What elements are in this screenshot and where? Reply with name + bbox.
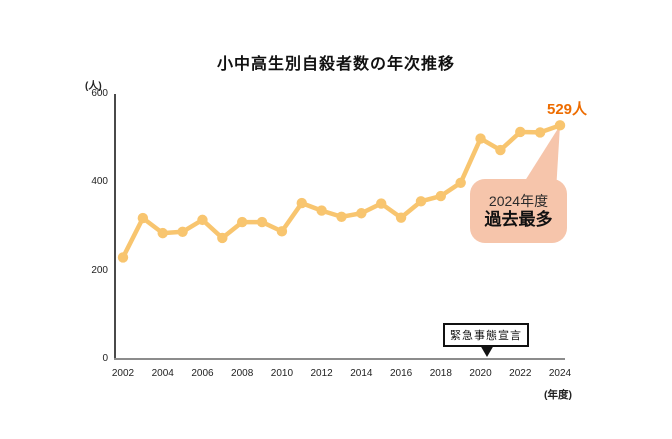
- data-point: [554, 120, 566, 131]
- data-point: [336, 211, 347, 222]
- peak-value-label: 529人: [546, 101, 588, 118]
- y-axis-unit-label: (人): [85, 81, 102, 92]
- y-axis-tick-label: 0: [102, 353, 108, 364]
- y-axis-tick-label: 400: [91, 176, 108, 188]
- data-point: [495, 144, 506, 156]
- data-point: [356, 208, 367, 219]
- callout-bubble: 2024年度 過去最多: [470, 179, 567, 243]
- x-axis-tick-label: 2002: [111, 368, 135, 379]
- data-point: [197, 214, 208, 226]
- data-point: [534, 127, 546, 138]
- x-axis-tick-label: 2010: [270, 368, 294, 379]
- data-point: [316, 205, 327, 216]
- y-axis-tick-label: 600: [91, 88, 108, 99]
- x-axis-tick-label: 2020: [469, 368, 492, 379]
- event-annotation-box: 緊急事態宣言: [443, 323, 529, 347]
- data-point: [515, 126, 526, 138]
- data-point: [296, 197, 307, 209]
- x-axis-tick-label: 2018: [429, 368, 452, 379]
- data-point: [455, 177, 466, 188]
- y-axis-tick-label: 200: [91, 264, 108, 276]
- callout-record-text: 過去最多: [484, 210, 553, 229]
- data-point: [276, 226, 288, 237]
- x-axis-tick-label: 2022: [509, 368, 532, 379]
- x-axis-tick-label: 2004: [151, 368, 174, 379]
- data-point: [217, 232, 228, 244]
- x-axis-tick-label: 2012: [310, 368, 333, 379]
- data-point: [177, 226, 188, 237]
- data-point: [236, 216, 248, 228]
- x-axis-tick-label: 2008: [231, 368, 254, 379]
- data-point: [117, 252, 129, 263]
- data-point: [435, 190, 447, 202]
- data-point: [157, 227, 168, 239]
- x-axis-tick-label: 2006: [191, 368, 214, 379]
- callout-year-text: 2024年度: [488, 193, 549, 209]
- data-point: [415, 196, 427, 207]
- chart-title: 小中高生別自殺者数の年次推移: [216, 56, 455, 73]
- x-axis-tick-label: 2024: [548, 368, 572, 379]
- x-axis-tick-label: 2014: [350, 368, 373, 379]
- data-point: [395, 212, 407, 223]
- data-point: [137, 212, 149, 224]
- x-axis-tick-label: 2016: [389, 368, 413, 379]
- x-axis-unit-label: (年度): [544, 389, 572, 401]
- data-point: [256, 216, 268, 228]
- data-point: [475, 133, 486, 144]
- event-pointer-triangle: [480, 345, 494, 357]
- data-point: [376, 198, 387, 209]
